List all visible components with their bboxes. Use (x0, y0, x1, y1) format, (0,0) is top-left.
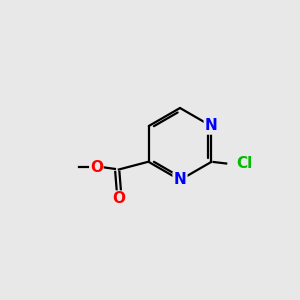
Text: O: O (90, 160, 103, 175)
Text: Cl: Cl (236, 156, 252, 171)
Text: N: N (174, 172, 186, 188)
Text: O: O (112, 191, 125, 206)
Text: N: N (205, 118, 217, 134)
